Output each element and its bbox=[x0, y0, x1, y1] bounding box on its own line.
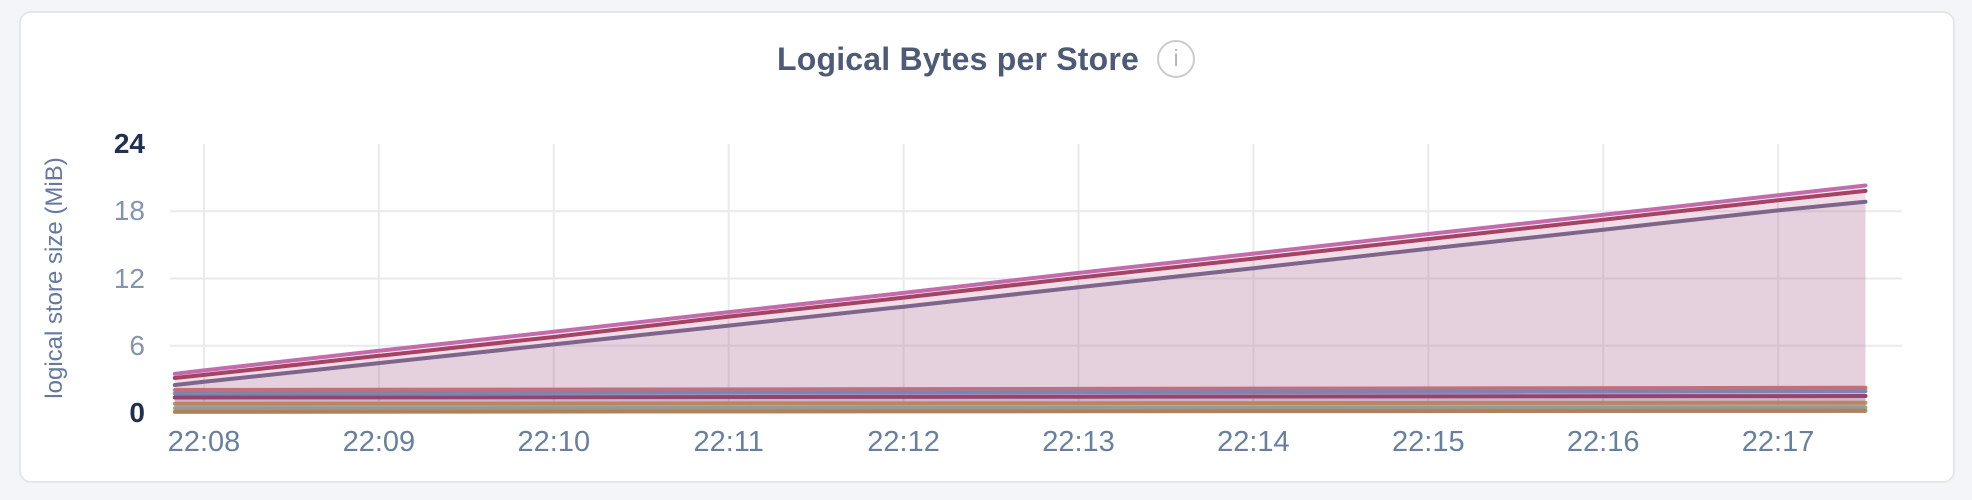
series-area-store-rising-slate bbox=[174, 201, 1866, 413]
x-tick-label: 22:14 bbox=[1217, 426, 1290, 458]
x-tick-label: 22:13 bbox=[1042, 426, 1115, 458]
series-line-store-rising-crimson bbox=[172, 188, 1868, 380]
x-tick-label: 22:09 bbox=[342, 426, 416, 458]
series-area-store-rising-pink bbox=[174, 185, 1866, 413]
series-area-store-rising-crimson bbox=[174, 190, 1866, 413]
y-tick-label: 18 bbox=[113, 195, 145, 227]
chart-header: Logical Bytes per Store i bbox=[0, 40, 1972, 78]
x-tick-label: 22:11 bbox=[693, 426, 764, 458]
x-tick-label: 22:17 bbox=[1741, 426, 1815, 458]
y-tick-label: 0 bbox=[129, 397, 145, 428]
y-tick-label: 6 bbox=[129, 329, 145, 361]
series-line-store-rising-pink bbox=[172, 183, 1868, 376]
x-tick-label: 22:12 bbox=[867, 426, 940, 458]
y-tick-label: 12 bbox=[113, 262, 145, 294]
series-line-store-flat-gold bbox=[172, 400, 1868, 406]
x-tick-label: 22:10 bbox=[517, 426, 591, 458]
series-line-store-flat-gold-2 bbox=[172, 408, 1868, 414]
series-line-store-flat-salmon bbox=[172, 385, 1868, 392]
x-tick-label: 22:08 bbox=[167, 426, 241, 458]
series-line-store-flat-blue bbox=[172, 389, 1868, 396]
chart-title: Logical Bytes per Store bbox=[776, 40, 1140, 77]
series-line-store-rising-slate bbox=[172, 199, 1868, 387]
x-tick-label: 22:16 bbox=[1566, 426, 1640, 458]
info-icon[interactable]: i bbox=[1157, 40, 1196, 78]
series-line-store-flat-green bbox=[172, 405, 1868, 411]
series-line-store-flat-maroon bbox=[172, 394, 1868, 400]
x-tick-label: 22:15 bbox=[1392, 426, 1465, 458]
y-tick-label: 24 bbox=[113, 128, 145, 159]
